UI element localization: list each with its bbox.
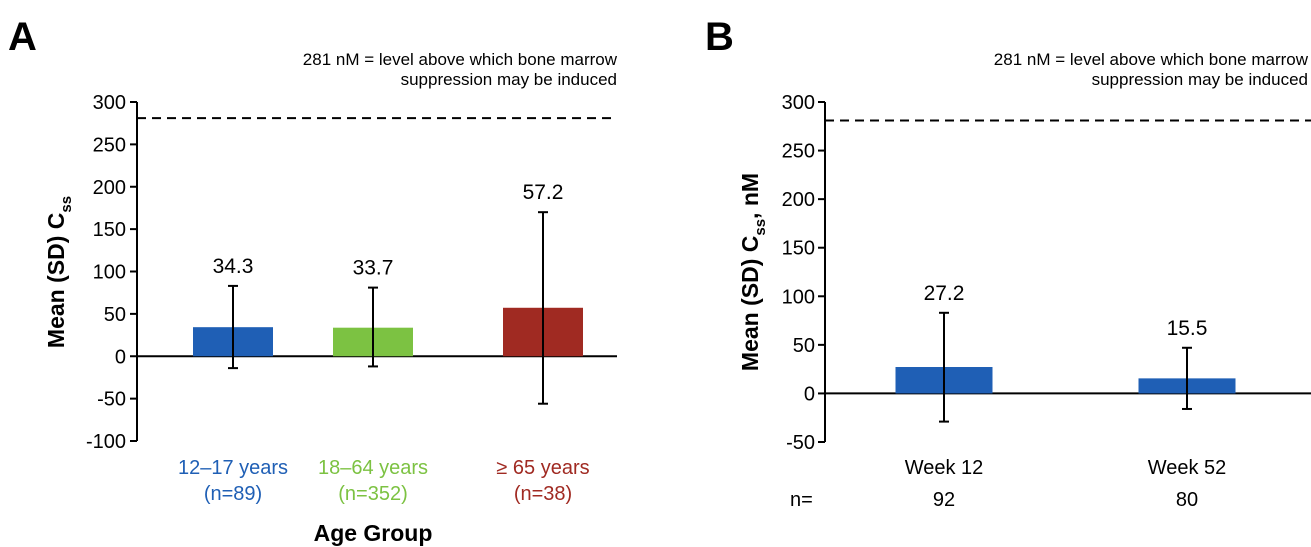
panel-b-y-axis-title: Mean (SD) Css, nM <box>737 173 769 371</box>
panel-a-y-tick-label: 200 <box>93 177 126 199</box>
panel-b-letter: B <box>705 15 734 59</box>
panel-b-y-tick-label: 250 <box>782 141 815 163</box>
panel-a-y-tick-label: 50 <box>104 304 126 326</box>
panel-b-value-label: 15.5 <box>1167 317 1208 340</box>
panel-a-value-label: 33.7 <box>353 257 394 280</box>
panel-b-n-value: 80 <box>1176 489 1198 511</box>
panel-b-y-tick-label: 100 <box>782 286 815 308</box>
panel-a-y-axis-title-sub: ss <box>58 196 75 213</box>
panel-b-y-tick-label: 50 <box>793 335 815 357</box>
panel-b-annotation-line1: 281 nM = level above which bone marrow <box>994 50 1309 69</box>
panel-a-plot: 300 250 200 150 100 50 0 -50 -100 34.3 12–17 years… <box>86 92 617 505</box>
panel-a-y-tick-label: 300 <box>93 92 126 114</box>
panel-a-annotation-line2: suppression may be induced <box>401 70 617 89</box>
panel-b-n-value: 92 <box>933 489 955 511</box>
panel-a-category-label: 12–17 years <box>178 457 288 479</box>
panel-a-x-axis-title: Age Group <box>314 520 433 546</box>
panel-b-y-tick-label: 0 <box>804 383 815 405</box>
panel-b-annotation-line2: suppression may be induced <box>1092 70 1308 89</box>
panel-b-n-prefix: n= <box>790 489 813 511</box>
panel-a-value-label: 57.2 <box>523 181 564 204</box>
panel-b-category-label: Week 12 <box>905 457 984 479</box>
panel-a-y-axis-title-main: Mean (SD) C <box>43 213 69 348</box>
panel-a-y-tick-label: 150 <box>93 219 126 241</box>
panel-a-y-axis-title: Mean (SD) Css <box>43 196 75 348</box>
panel-b-y-tick-label: 200 <box>782 189 815 211</box>
panel-a-letter: A <box>8 15 37 59</box>
panel-a-y-tick-label: -50 <box>97 389 126 411</box>
panel-b-y-tick-label: -50 <box>786 432 815 454</box>
panel-a-category-label: ≥ 65 years <box>496 457 589 479</box>
panel-b-plot: 300 250 200 150 100 50 0 -50 27.2 Week 12 92 15.5 We… <box>782 92 1311 511</box>
panel-b-y-tick-label: 300 <box>782 92 815 114</box>
panel-a-y-tick-label: 0 <box>115 346 126 368</box>
panel-a-y-tick-label: 250 <box>93 134 126 156</box>
panel-a-annotation-line1: 281 nM = level above which bone marrow <box>303 50 618 69</box>
panel-b-y-tick-label: 150 <box>782 238 815 260</box>
panel-a-y-tick-label: -100 <box>86 431 126 453</box>
panel-a-category-sublabel: (n=352) <box>338 483 408 505</box>
panel-a-value-label: 34.3 <box>213 255 254 278</box>
panel-b-category-label: Week 52 <box>1148 457 1227 479</box>
panel-b-y-axis-title-main: Mean (SD) C <box>737 236 763 371</box>
panel-a-y-tick-label: 100 <box>93 262 126 284</box>
panel-a-category-label: 18–64 years <box>318 457 428 479</box>
panel-b-y-axis-title-suffix: , nM <box>737 173 763 219</box>
panel-b-y-axis-title-sub: ss <box>752 219 769 236</box>
panel-b-value-label: 27.2 <box>924 282 965 305</box>
panel-a-category-sublabel: (n=89) <box>204 483 262 505</box>
panel-a-category-sublabel: (n=38) <box>514 483 572 505</box>
